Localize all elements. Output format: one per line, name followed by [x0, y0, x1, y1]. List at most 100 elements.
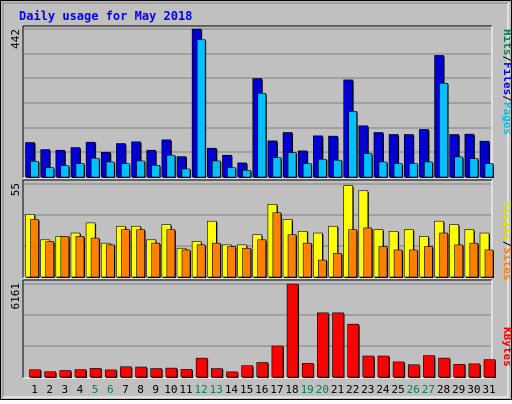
sites-bar — [408, 249, 418, 278]
hits-bar — [388, 134, 399, 178]
pages-bar — [287, 152, 297, 178]
x-tick-label: 31 — [482, 383, 495, 396]
x-tick-label: 22 — [346, 383, 359, 396]
hits-bar — [55, 149, 66, 178]
kbytes-bar — [438, 357, 450, 378]
pages-bar — [242, 170, 251, 178]
svg-text:Visits/Sites: Visits/Sites — [501, 201, 511, 281]
x-tick-label: 26 — [407, 383, 420, 396]
kbytes-bar — [59, 370, 72, 378]
x-tick-label: 1 — [31, 383, 38, 396]
legend-sep: / — [501, 56, 511, 63]
sites-bar — [227, 246, 236, 278]
kbytes-bar — [407, 364, 420, 378]
sites-bar — [272, 212, 282, 278]
kbytes-bar — [468, 363, 481, 378]
hits-bar — [70, 147, 81, 178]
legend-sites: Sites — [501, 247, 511, 280]
sites-bar — [257, 239, 267, 278]
legend-visits: Visits — [501, 201, 511, 241]
sites-bar — [302, 242, 312, 278]
pages-bar — [363, 153, 373, 178]
hits-bar — [131, 141, 141, 178]
pages-bar — [454, 156, 464, 178]
kbytes-panel — [22, 279, 493, 379]
sites-bar — [393, 249, 403, 278]
hits-bar — [146, 149, 156, 178]
pages-bar — [60, 165, 70, 178]
x-tick-label: 7 — [122, 383, 129, 396]
x-tick-label: 2 — [46, 383, 53, 396]
hits-bar — [176, 156, 187, 178]
kbytes-bar — [29, 369, 41, 378]
pages-bar — [136, 160, 145, 178]
pages-bar — [439, 82, 448, 178]
sites-bar — [181, 249, 191, 278]
x-tick-label: 20 — [316, 383, 329, 396]
hits-bar — [328, 135, 338, 178]
kbytes-bar — [423, 355, 435, 378]
kbytes-bar — [301, 363, 314, 378]
pages-bar — [272, 157, 282, 178]
chart-title: Daily usage for May 2018 — [19, 9, 192, 23]
pages-bar — [484, 163, 494, 178]
sites-bar — [75, 236, 85, 278]
x-tick-label: 28 — [437, 383, 450, 396]
kbytes-bar — [135, 366, 147, 378]
pages-bar — [151, 164, 160, 178]
hits-bar — [116, 143, 126, 178]
hits-ymax-label: 442 — [9, 29, 22, 49]
x-tick-label: 8 — [137, 383, 144, 396]
sites-bar — [287, 234, 297, 278]
pages-bar — [105, 161, 115, 178]
sites-bar — [196, 244, 206, 278]
kbytes-bar — [74, 369, 87, 378]
legend-files: Files — [501, 62, 511, 95]
sites-bar — [105, 244, 115, 278]
pages-bar — [408, 163, 418, 178]
pages-bar — [196, 39, 206, 178]
x-tick-label: 21 — [331, 383, 344, 396]
x-tick-label: 17 — [270, 383, 283, 396]
sites-bar — [439, 232, 448, 278]
legend-pages: Pages — [501, 102, 511, 135]
sites-bar — [454, 244, 464, 278]
kbytes-bar — [271, 345, 284, 378]
hits-bar — [449, 134, 460, 178]
x-tick-label: 18 — [285, 383, 298, 396]
hits-bar — [373, 132, 384, 178]
svg-text:Hits/Files/Pages: Hits/Files/Pages — [501, 29, 511, 135]
x-axis-labels: 1 2 3 4 5 6 7 8 9 10 11 12 13 14 15 16 17 18 19 20 21 22 23 24 2… — [31, 383, 495, 396]
sites-bar — [136, 229, 145, 278]
kbytes-bar — [104, 369, 117, 378]
pages-bar — [90, 157, 100, 178]
pages-bar — [30, 160, 39, 178]
kbytes-bar — [256, 362, 269, 378]
kbytes-bar — [211, 368, 223, 378]
pages-bar — [166, 154, 176, 178]
sites-bar — [121, 229, 130, 278]
hits-bar — [222, 154, 232, 178]
x-tick-label: 30 — [467, 383, 480, 396]
pages-bar — [257, 92, 267, 178]
kbytes-bar — [377, 355, 390, 378]
sites-bar — [333, 253, 342, 278]
x-tick-label: 24 — [376, 383, 390, 396]
pages-bar — [378, 161, 388, 178]
sites-bar — [348, 229, 357, 278]
pages-bar — [318, 158, 327, 178]
x-tick-label: 23 — [361, 383, 374, 396]
sites-bar — [151, 242, 160, 278]
legend-sep: / — [501, 241, 511, 248]
legend-hits: Hits — [501, 29, 511, 56]
pages-bar — [469, 158, 479, 178]
sites-bar — [242, 247, 251, 278]
x-tick-label: 27 — [422, 383, 435, 396]
x-tick-label: 6 — [107, 383, 114, 396]
pages-bar — [121, 163, 130, 178]
kbytes-bar — [286, 283, 299, 378]
pages-bar — [75, 163, 85, 178]
sites-bar — [60, 236, 70, 278]
x-tick-label: 16 — [255, 383, 268, 396]
